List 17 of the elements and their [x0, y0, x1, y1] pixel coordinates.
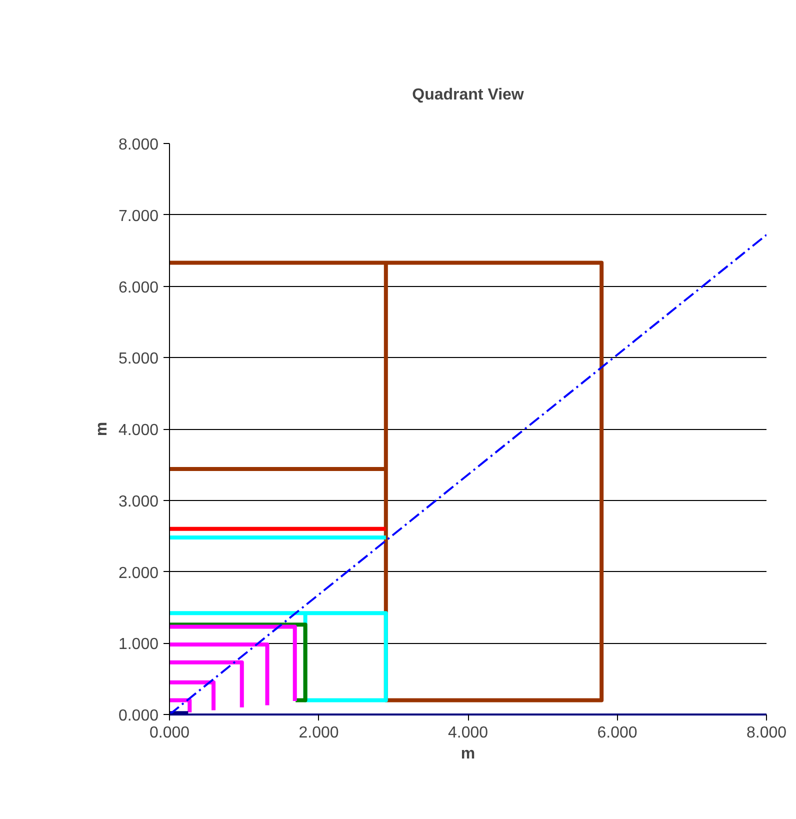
- y-tick-label: 3.000: [118, 493, 159, 510]
- x-tick-label: 8.000: [746, 724, 787, 742]
- y-tick-label: 5.000: [118, 350, 159, 368]
- y-tick-label: 4.000: [118, 422, 159, 439]
- y-axis-title: m: [93, 422, 110, 436]
- x-tick-label: 2.000: [298, 724, 339, 742]
- y-tick-label: 6.000: [118, 279, 159, 296]
- x-axis-title: m: [460, 746, 476, 762]
- chart-title: Quadrant View: [412, 86, 524, 104]
- y-tick-label: 2.000: [118, 564, 159, 582]
- y-tick-label: 0.000: [118, 708, 159, 724]
- x-tick-label: 0.000: [149, 724, 190, 742]
- y-tick-label: 8.000: [118, 136, 159, 154]
- x-tick-label: 4.000: [448, 724, 488, 742]
- x-tick-label: 6.000: [597, 724, 638, 742]
- y-tick-label: 1.000: [118, 636, 159, 654]
- y-tick-label: 7.000: [118, 208, 159, 225]
